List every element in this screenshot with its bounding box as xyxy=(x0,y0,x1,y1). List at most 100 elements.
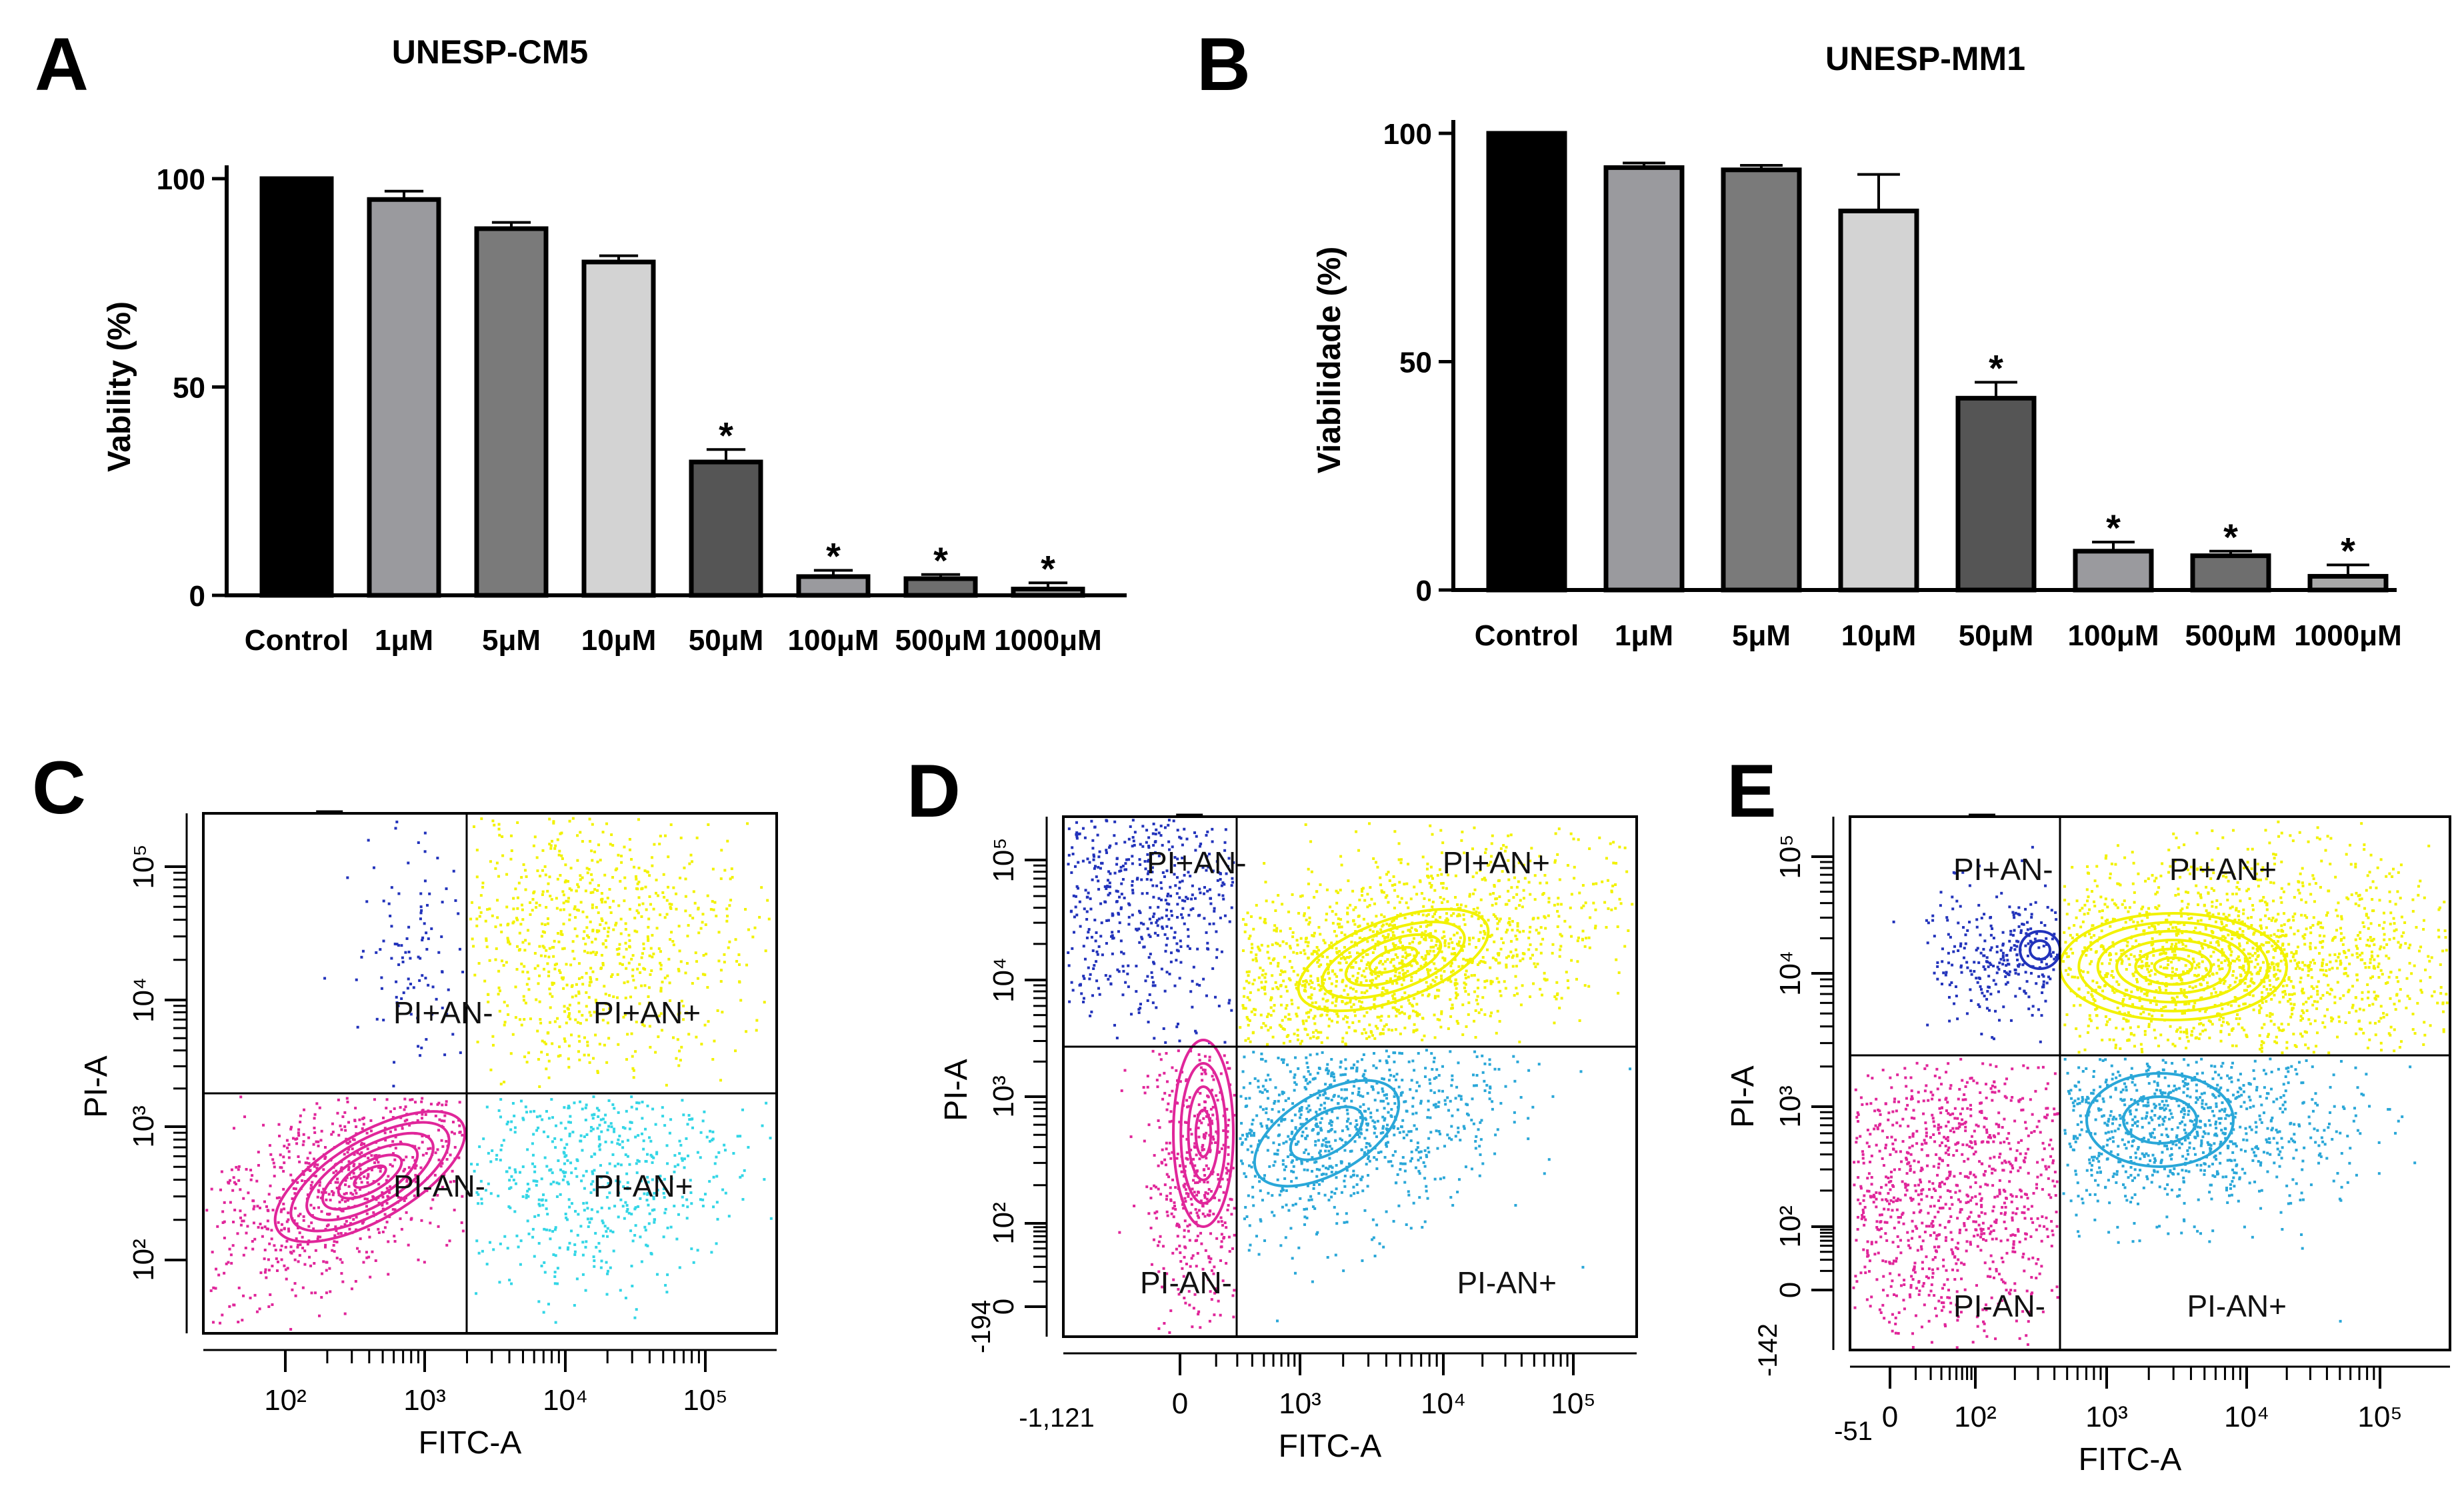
y-tick-label-negative: -142 xyxy=(1753,1323,1783,1377)
y-axis-label: PI-A xyxy=(939,1059,974,1121)
x-tick-label: 10⁴ xyxy=(2224,1401,2269,1433)
bar-Control xyxy=(259,176,334,598)
quadrant-label-ul: PI+AN- xyxy=(1147,845,1247,880)
x-tick-label: Control xyxy=(1475,619,1579,652)
bar-5μM xyxy=(1721,167,1802,593)
x-tick-label: 10μM xyxy=(581,624,657,657)
significance-marker: * xyxy=(1989,347,2003,389)
bar-100μM xyxy=(796,574,871,598)
contours xyxy=(273,1110,467,1243)
population-lr xyxy=(1239,1049,1632,1323)
x-tick-label: Control xyxy=(245,624,349,657)
x-tick-label: 10³ xyxy=(1279,1387,1321,1420)
bar-1μM xyxy=(367,197,441,598)
contours xyxy=(1172,907,1490,1228)
population-ur xyxy=(469,817,771,1088)
x-axis-label: FITC-A xyxy=(419,1425,522,1461)
x-tick-label: 0 xyxy=(1172,1387,1188,1420)
x-tick-label: 1μM xyxy=(375,624,433,657)
scatter-dots xyxy=(205,817,773,1331)
quadrant-label-ur: PI+AN+ xyxy=(1443,845,1550,880)
population-ul xyxy=(1067,819,1235,1045)
quadrant-label-ll: PI-AN- xyxy=(1953,1289,2045,1323)
contour-ll xyxy=(273,1110,467,1243)
x-tick-label: 50μM xyxy=(1959,619,2034,652)
quadrant-label-ul: PI+AN- xyxy=(393,995,493,1030)
y-tick-label: 0 xyxy=(189,580,205,613)
x-tick-label: 5μM xyxy=(1732,619,1791,652)
y-axis-label: Vability (%) xyxy=(102,301,137,472)
y-tick-label: 10² xyxy=(987,1202,1020,1245)
y-tick-label: 0 xyxy=(987,1299,1020,1315)
y-tick-label: 10⁴ xyxy=(1774,951,1807,996)
quadrant-label-ll: PI-AN- xyxy=(1140,1265,1232,1300)
x-tick-label: 10⁵ xyxy=(2357,1401,2402,1433)
x-tick-label: 10⁴ xyxy=(1421,1387,1466,1420)
flow-plot-D: D PI+AN- PI+AN+ PI-AN- PI-AN+ 0 10³ 10⁴ 10⁵ -1,12… xyxy=(907,749,1638,1464)
x-tick-label-negative: -51 xyxy=(1834,1417,1873,1446)
y-axis: 10² 10³ 10⁴ 10⁵ xyxy=(127,813,188,1333)
x-tick-label: 10μM xyxy=(1841,619,1917,652)
y-tick-label: 100 xyxy=(157,163,205,196)
population-ll xyxy=(205,1095,465,1331)
contour-ll xyxy=(1172,1039,1235,1228)
x-tick-label: 5μM xyxy=(482,624,541,657)
flow-plot-E: E PI+AN- PI+AN+ PI-AN- PI-AN+ 0 10² 10³ 10⁴ 10⁵ -5… xyxy=(1725,749,2451,1477)
y-axis-label: PI-A xyxy=(79,1055,114,1117)
y-axis: 0 10² 10³ 10⁴ 10⁵ -142 xyxy=(1753,817,1835,1377)
bar-5μM xyxy=(474,226,549,598)
bar-1000μM xyxy=(2307,573,2389,593)
x-tick-label: 10⁵ xyxy=(683,1384,727,1417)
x-tick-label: 500μM xyxy=(895,624,987,657)
x-tick-label: 10³ xyxy=(403,1384,446,1417)
quadrant-label-lr: PI-AN+ xyxy=(1457,1265,1557,1300)
bar-Control xyxy=(1486,131,1567,593)
y-axis-label: PI-A xyxy=(1725,1065,1761,1127)
contour-lr xyxy=(2085,1072,2235,1168)
significance-marker: * xyxy=(826,535,841,577)
y-tick-label-negative: -194 xyxy=(967,1300,996,1353)
bar-chart-B: B UNESP-MM1 Viabilidade (%) 0 50 100 Control 1μ… xyxy=(1197,23,2402,652)
quadrant-label-ul: PI+AN- xyxy=(1953,852,2053,887)
x-axis-label: FITC-A xyxy=(1279,1429,1382,1464)
bar-10μM xyxy=(581,259,656,598)
y-tick-label: 10⁴ xyxy=(987,957,1020,1003)
x-tick-label: 1000μM xyxy=(2294,619,2401,652)
y-tick-label: 10³ xyxy=(987,1075,1020,1118)
y-axis-label: Viabilidade (%) xyxy=(1312,247,1347,474)
plot-frame xyxy=(202,812,778,1335)
plot-frame xyxy=(1062,815,1638,1338)
bar-50μM xyxy=(1955,395,2037,593)
population-lr xyxy=(470,1095,773,1324)
x-tick-label: 1000μM xyxy=(994,624,1101,657)
x-axis: 0 10³ 10⁴ 10⁵ -1,121 xyxy=(1019,1352,1637,1433)
bar-500μM xyxy=(903,576,978,598)
panel-label-D: D xyxy=(907,749,961,833)
y-tick-label: 50 xyxy=(1399,347,1432,379)
x-tick-label: 10⁵ xyxy=(1551,1387,1595,1420)
bar-50μM xyxy=(689,459,763,598)
x-tick-label: 10² xyxy=(264,1384,307,1417)
x-tick-label: 10³ xyxy=(2085,1401,2128,1433)
population-lr xyxy=(2062,1057,2417,1323)
quadrant-label-ur: PI+AN+ xyxy=(593,995,701,1030)
x-tick-label: 1μM xyxy=(1615,619,1673,652)
y-axis: 0 10² 10³ 10⁴ 10⁵ -194 xyxy=(967,817,1048,1353)
x-tick-label: 100μM xyxy=(2068,619,2159,652)
panel-label-B: B xyxy=(1197,23,1251,106)
plot-frame xyxy=(1849,815,2451,1351)
quadrant-label-lr: PI-AN+ xyxy=(2187,1289,2287,1323)
bar-1000μM xyxy=(1011,587,1085,598)
bar-1μM xyxy=(1603,165,1685,593)
y-tick-label: 100 xyxy=(1383,118,1432,151)
significance-marker: * xyxy=(2341,529,2355,571)
quadrant-label-ll: PI-AN- xyxy=(393,1169,485,1203)
significance-marker: * xyxy=(933,539,948,581)
significance-marker: * xyxy=(1041,547,1055,589)
panel-label-E: E xyxy=(1727,749,1777,833)
contour-lr xyxy=(1253,1079,1401,1188)
y-tick-label: 10⁵ xyxy=(987,837,1020,882)
chart-title: UNESP-MM1 xyxy=(1825,40,2025,77)
chart-title: UNESP-CM5 xyxy=(392,33,588,71)
contour-ur xyxy=(2059,912,2288,1021)
